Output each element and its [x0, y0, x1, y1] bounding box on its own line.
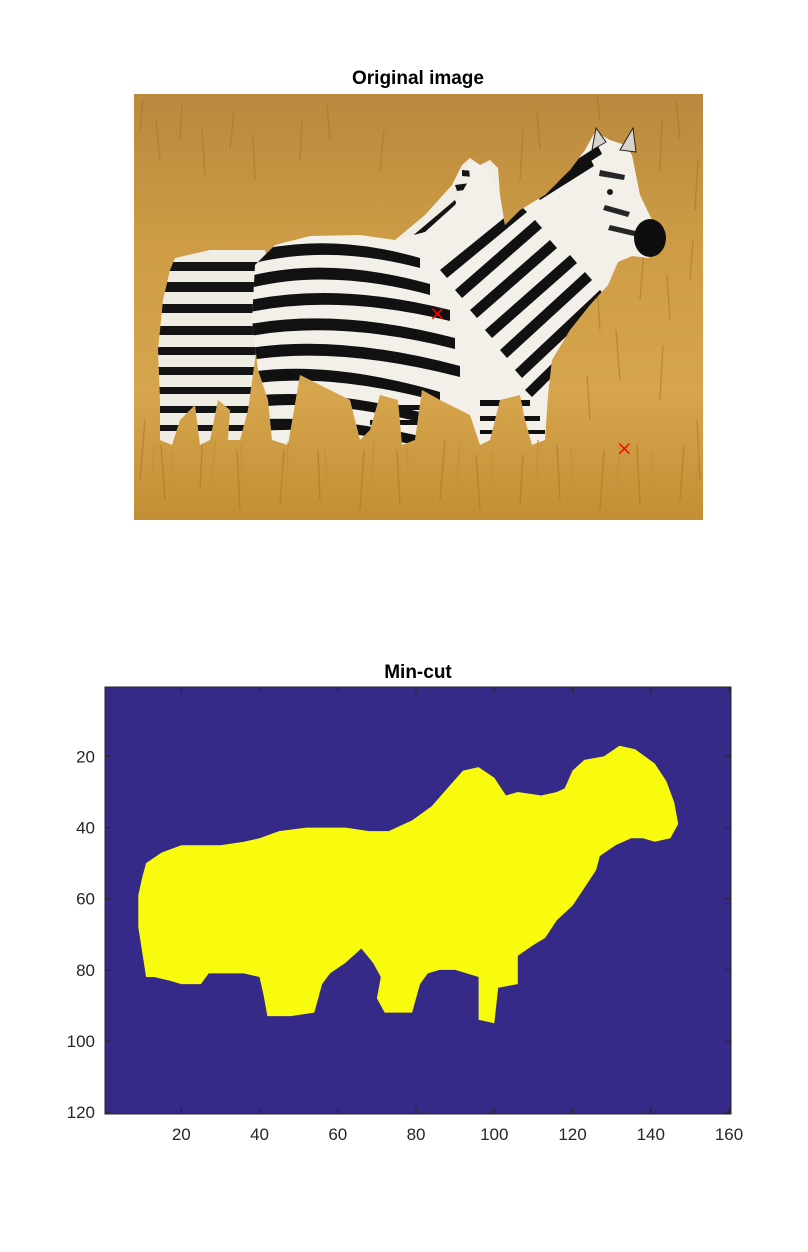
- x-tick-label: 120: [558, 1125, 586, 1144]
- y-tick-label: 120: [67, 1103, 95, 1122]
- y-tick-label: 40: [76, 819, 95, 838]
- mincut-axes-box: [104, 686, 732, 1115]
- y-tick-label: 100: [67, 1032, 95, 1051]
- marker-x-2: [618, 443, 630, 455]
- y-tick-label: 80: [76, 961, 95, 980]
- grass-texture: [139, 94, 701, 511]
- y-tick-label: 60: [76, 890, 95, 909]
- x-tick-label: 140: [637, 1125, 665, 1144]
- marker-x-1: [431, 308, 443, 320]
- x-tick-label: 100: [480, 1125, 508, 1144]
- mincut-foreground-region: [138, 745, 679, 1024]
- photo-markers: [431, 308, 630, 455]
- x-tick-label: 60: [328, 1125, 347, 1144]
- photo-title: Original image: [352, 68, 484, 89]
- marker-stroke: [431, 308, 443, 320]
- mincut-title: Min-cut: [384, 662, 452, 683]
- x-tick-label: 20: [172, 1125, 191, 1144]
- zebra-eye: [607, 189, 613, 195]
- marker-stroke: [618, 443, 630, 455]
- zebra-ear: [591, 126, 607, 151]
- y-tick-label: 20: [76, 747, 95, 766]
- foreground-grass: [149, 439, 700, 520]
- mincut-plot: [104, 686, 732, 1115]
- zebra-muzzle: [634, 219, 666, 257]
- x-tick-label: 40: [250, 1125, 269, 1144]
- mincut-y-axis: 20 40 60 80 100 120: [67, 747, 731, 1122]
- zebra-ear-2: [619, 126, 637, 153]
- x-tick-label: 160: [715, 1125, 743, 1144]
- x-tick-label: 80: [407, 1125, 426, 1144]
- mincut-x-axis: 20 40 60 80 100 120 140 160: [172, 687, 743, 1144]
- photo-image: [134, 94, 703, 520]
